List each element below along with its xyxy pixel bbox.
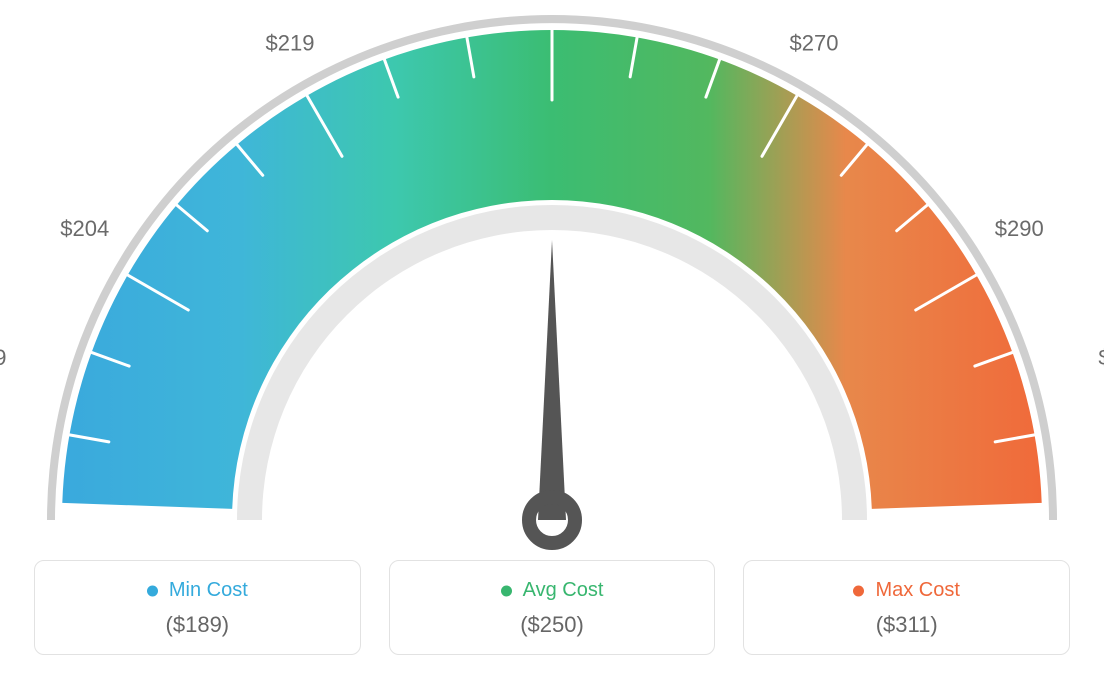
svg-text:$219: $219: [266, 31, 315, 56]
svg-text:$290: $290: [995, 216, 1044, 241]
legend-avg-value: ($250): [400, 612, 705, 638]
legend-min-dot: [147, 585, 158, 596]
legend-min-title: Min Cost: [147, 579, 248, 602]
legend-max-dot: [853, 585, 864, 596]
svg-text:$311: $311: [1098, 345, 1104, 370]
legend-avg-dot: [501, 585, 512, 596]
legend-max-title: Max Cost: [853, 579, 959, 602]
gauge-chart: $189$204$219$250$270$290$311: [0, 0, 1104, 560]
legend-card-max: Max Cost ($311): [743, 560, 1070, 655]
legend-card-avg: Avg Cost ($250): [389, 560, 716, 655]
legend-avg-title: Avg Cost: [501, 579, 604, 602]
legend-max-title-text: Max Cost: [875, 579, 959, 601]
legend-row: Min Cost ($189) Avg Cost ($250) Max Cost…: [0, 560, 1104, 655]
legend-max-value: ($311): [754, 612, 1059, 638]
svg-text:$204: $204: [60, 216, 109, 241]
legend-card-min: Min Cost ($189): [34, 560, 361, 655]
legend-avg-title-text: Avg Cost: [523, 579, 604, 601]
svg-text:$270: $270: [790, 31, 839, 56]
legend-min-title-text: Min Cost: [169, 579, 248, 601]
svg-text:$189: $189: [0, 345, 6, 370]
legend-min-value: ($189): [45, 612, 350, 638]
